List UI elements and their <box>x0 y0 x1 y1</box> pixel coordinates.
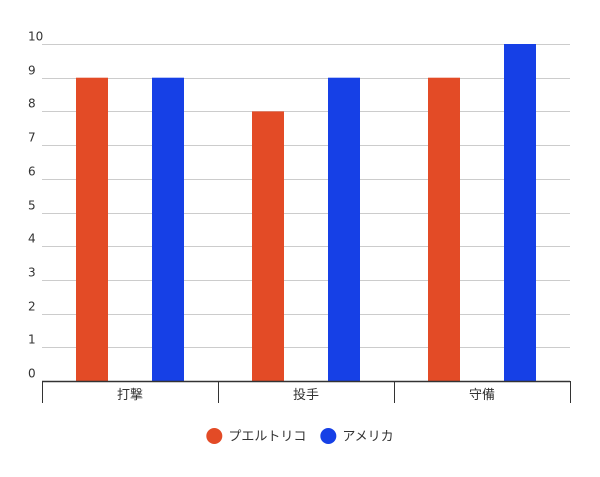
y-tick-label: 8 <box>28 97 36 111</box>
x-category-label: 打撃 <box>117 387 143 403</box>
y-tick-label: 10 <box>28 30 43 44</box>
y-tick-label: 9 <box>28 64 36 78</box>
legend: プエルトリコ アメリカ <box>206 428 394 445</box>
legend-label: プエルトリコ <box>228 430 306 445</box>
grid-lines <box>42 44 570 348</box>
legend-swatch <box>206 428 223 444</box>
bar[interactable] <box>152 77 184 381</box>
legend-swatch <box>320 428 337 444</box>
y-axis-tick-labels: 0 1 2 3 4 5 6 7 8 9 10 <box>28 30 43 381</box>
bars <box>76 44 536 382</box>
y-tick-label: 0 <box>28 367 36 381</box>
bar[interactable] <box>76 77 108 381</box>
legend-label: アメリカ <box>342 430 393 445</box>
bar[interactable] <box>504 44 536 381</box>
y-tick-label: 5 <box>28 199 36 213</box>
bar[interactable] <box>252 111 284 382</box>
bar[interactable] <box>328 77 360 381</box>
y-tick-label: 7 <box>28 131 36 145</box>
y-tick-label: 6 <box>28 165 36 179</box>
y-tick-label: 1 <box>28 333 36 347</box>
legend-item[interactable]: アメリカ <box>320 428 394 445</box>
x-axis-category-labels: 打撃 投手 守備 <box>117 387 495 403</box>
y-tick-label: 4 <box>28 232 36 246</box>
legend-item[interactable]: プエルトリコ <box>206 428 306 445</box>
bar[interactable] <box>428 77 460 381</box>
y-tick-label: 3 <box>28 266 36 280</box>
y-tick-label: 2 <box>28 300 36 314</box>
x-axis <box>42 380 571 403</box>
x-category-label: 投手 <box>293 387 319 403</box>
x-category-label: 守備 <box>469 387 495 403</box>
